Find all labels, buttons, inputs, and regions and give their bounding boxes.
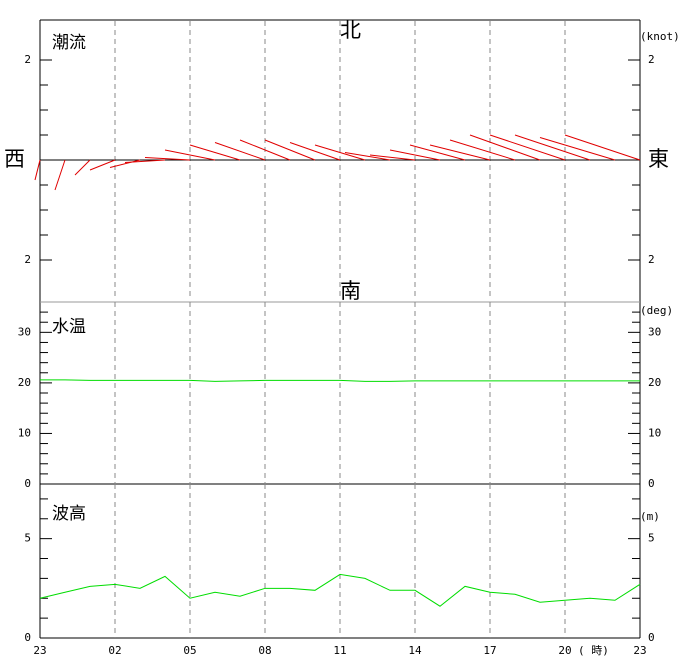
- current-vector: [564, 134, 641, 161]
- current-vector: [239, 139, 291, 161]
- current-vector: [449, 139, 516, 161]
- y-tick-label: 20: [648, 376, 661, 389]
- y-tick-label: 2: [648, 53, 655, 66]
- north-label: 北: [340, 18, 361, 42]
- y-tick-label: 30: [18, 325, 31, 338]
- current-vector: [214, 142, 266, 161]
- current-vector: [409, 144, 466, 161]
- y-tick-label: 10: [648, 426, 661, 439]
- current-vector: [389, 149, 441, 161]
- south-label: 南: [340, 279, 361, 303]
- current-vector: [429, 144, 491, 161]
- y-tick-label: 0: [24, 477, 31, 490]
- x-tick-label: 05: [183, 644, 196, 657]
- current-vector: [469, 134, 541, 161]
- y-tick-label: 20: [18, 376, 31, 389]
- unit-label: (knot): [640, 30, 680, 43]
- current-vector: [489, 134, 566, 161]
- x-tick-label: 17: [483, 644, 496, 657]
- x-tick-label: 20: [558, 644, 571, 657]
- current-vector: [109, 159, 141, 168]
- x-axis-label: ( 時): [578, 644, 609, 657]
- y-tick-label: 2: [648, 253, 655, 266]
- y-tick-label: 0: [648, 477, 655, 490]
- y-tick-label: 2: [24, 253, 31, 266]
- current-vector: [34, 159, 41, 181]
- current-vector: [539, 137, 616, 161]
- panel-title: 潮流: [52, 33, 86, 53]
- y-tick-label: 10: [18, 426, 31, 439]
- current-vector: [189, 144, 241, 161]
- panel-title: 波高: [52, 504, 86, 524]
- west-label: 西: [4, 147, 25, 171]
- y-tick-label: 0: [648, 631, 655, 644]
- x-tick-label: 11: [333, 644, 346, 657]
- current-vector: [344, 152, 391, 161]
- data-line: [39, 573, 641, 607]
- unit-label: (deg): [640, 304, 673, 317]
- x-tick-label: 02: [108, 644, 121, 657]
- y-tick-label: 30: [648, 325, 661, 338]
- current-vector: [369, 154, 416, 161]
- y-tick-label: 0: [24, 631, 31, 644]
- y-tick-label: 5: [648, 532, 655, 545]
- current-vector: [289, 142, 341, 161]
- current-vector: [314, 144, 366, 161]
- y-tick-label: 2: [24, 53, 31, 66]
- panel-title: 水温: [52, 317, 86, 337]
- x-tick-label: 08: [258, 644, 271, 657]
- current-vector: [124, 159, 166, 163]
- x-tick-label: 23: [33, 644, 46, 657]
- current-vector: [164, 149, 216, 161]
- current-vector: [514, 134, 591, 161]
- current-vector: [54, 159, 66, 191]
- east-label: 東: [648, 147, 669, 171]
- current-vector: [144, 157, 191, 161]
- current-vector: [264, 139, 316, 161]
- unit-label: (m): [640, 510, 660, 523]
- data-line: [40, 379, 640, 382]
- x-tick-label: 23: [633, 644, 646, 657]
- current-vector: [89, 159, 116, 171]
- current-vector: [74, 159, 91, 176]
- x-tick-label: 14: [408, 644, 422, 657]
- y-tick-label: 5: [24, 532, 31, 545]
